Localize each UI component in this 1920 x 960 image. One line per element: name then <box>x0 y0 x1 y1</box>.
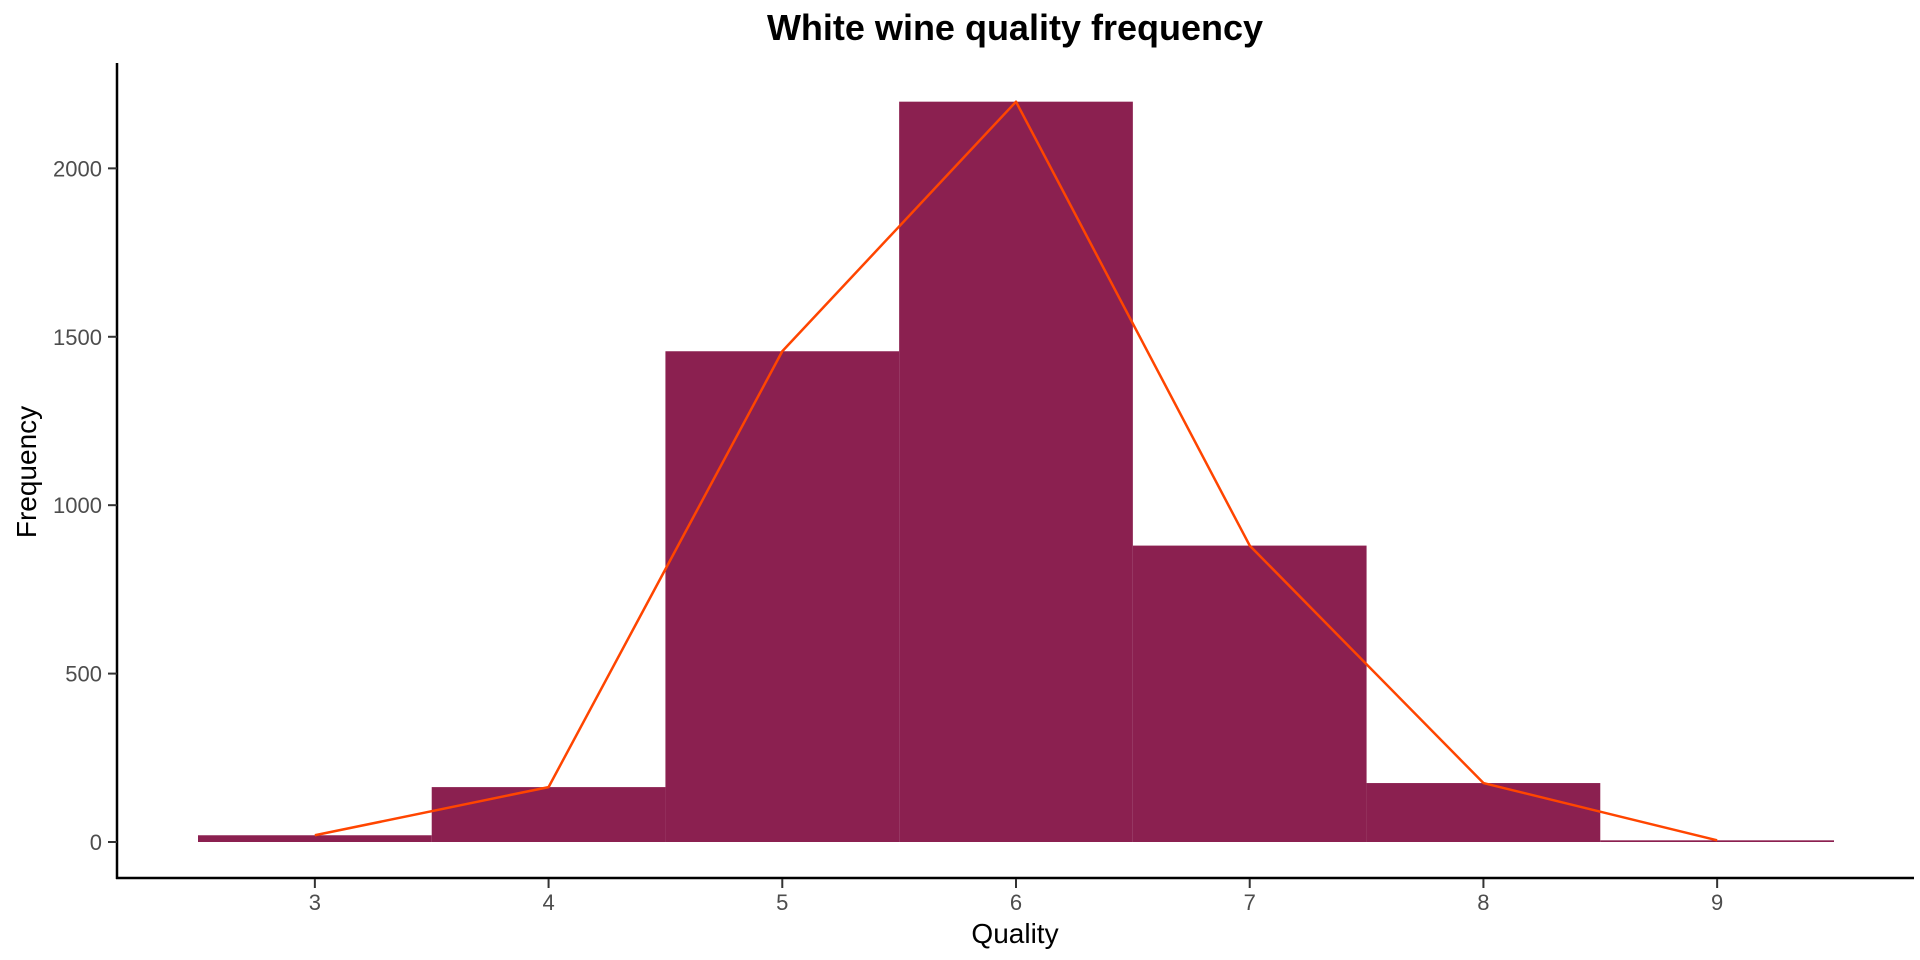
x-tick-label-8: 8 <box>1477 890 1489 915</box>
y-tick-label-2000: 2000 <box>53 156 102 181</box>
chart-title: White wine quality frequency <box>767 7 1263 48</box>
frequency-line-group <box>314 100 1718 842</box>
x-tick-label-9: 9 <box>1711 890 1723 915</box>
y-tick-label-1000: 1000 <box>53 493 102 518</box>
x-tick-label-3: 3 <box>309 890 321 915</box>
bar-quality-4 <box>431 787 666 842</box>
bar-quality-3 <box>198 835 432 842</box>
frequency-line <box>314 100 1718 842</box>
x-tick-label-4: 4 <box>542 890 554 915</box>
bar-quality-6 <box>899 101 1133 842</box>
y-axis-title: Frequency <box>11 406 42 538</box>
y-axis-ticks: 0 500 1000 1500 2000 <box>53 156 117 855</box>
bar-quality-5 <box>665 351 900 842</box>
bar-quality-8 <box>1366 783 1601 842</box>
bars-group <box>198 101 1834 842</box>
bar-quality-9 <box>1600 840 1834 842</box>
x-tick-label-5: 5 <box>776 890 788 915</box>
x-tick-label-6: 6 <box>1010 890 1022 915</box>
y-tick-label-1500: 1500 <box>53 325 102 350</box>
bar-quality-7 <box>1132 545 1367 842</box>
x-tick-label-7: 7 <box>1244 890 1256 915</box>
y-tick-label-0: 0 <box>90 830 102 855</box>
x-axis-ticks: 3 4 5 6 7 8 9 <box>309 879 1723 915</box>
y-tick-label-500: 500 <box>65 662 102 687</box>
x-axis-title: Quality <box>971 918 1058 949</box>
